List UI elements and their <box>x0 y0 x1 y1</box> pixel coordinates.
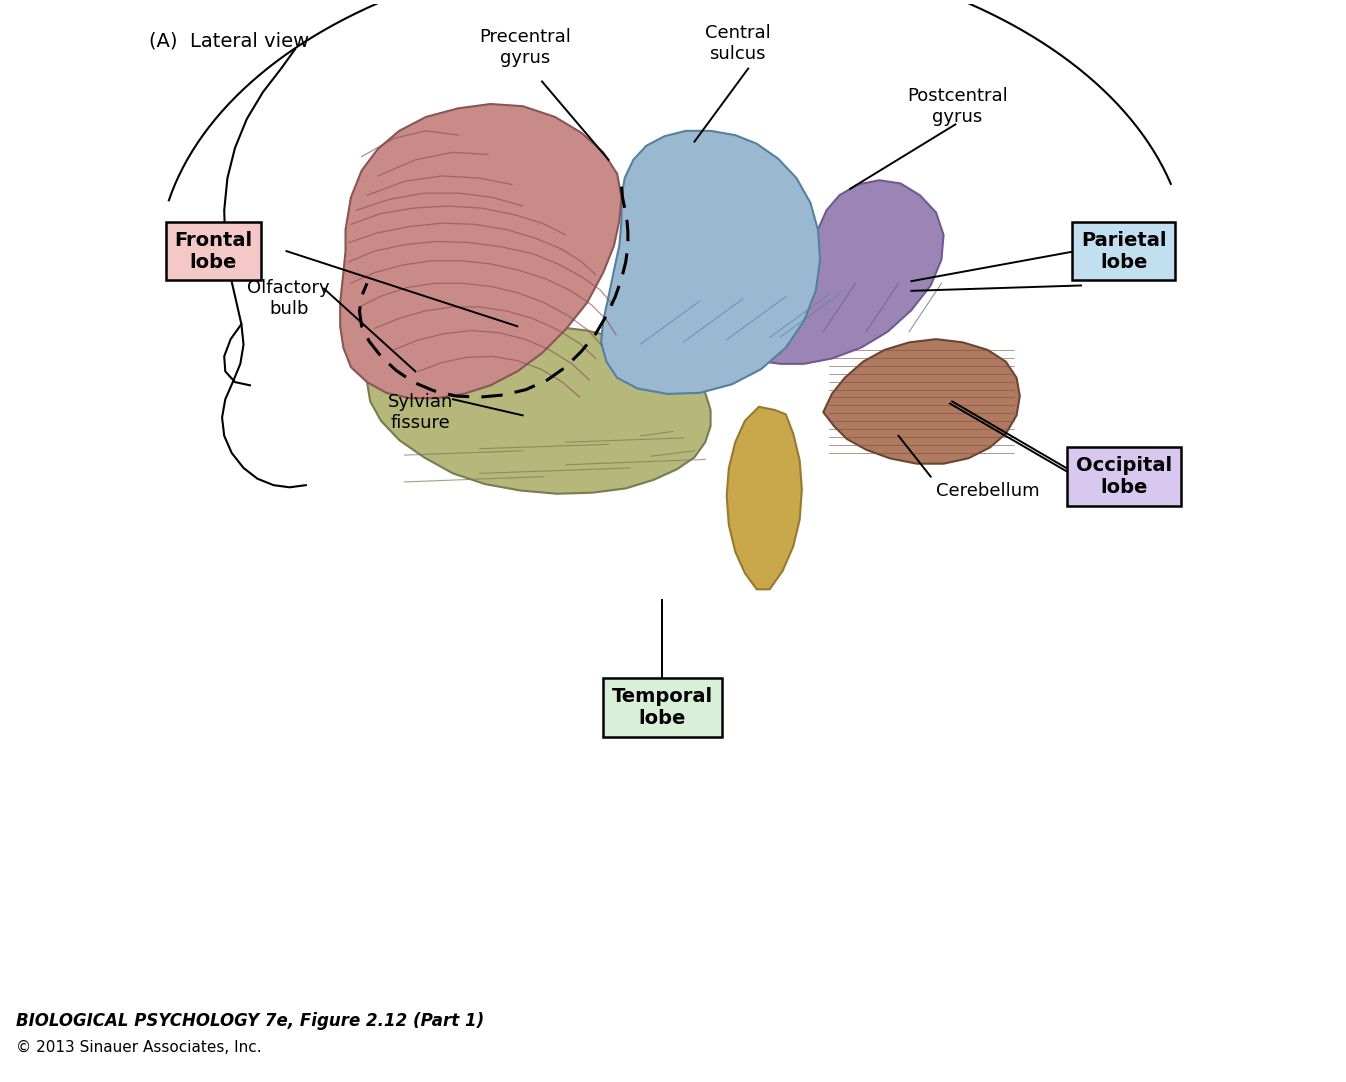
Text: Postcentral
gyrus: Postcentral gyrus <box>907 87 1008 126</box>
Text: BIOLOGICAL PSYCHOLOGY 7e, Figure 2.12 (Part 1): BIOLOGICAL PSYCHOLOGY 7e, Figure 2.12 (P… <box>16 1012 485 1030</box>
Text: Cerebellum: Cerebellum <box>935 481 1039 500</box>
Polygon shape <box>341 104 622 398</box>
Polygon shape <box>692 181 944 364</box>
Text: Occipital
lobe: Occipital lobe <box>1075 457 1172 497</box>
Polygon shape <box>367 327 711 493</box>
Text: (A)  Lateral view: (A) Lateral view <box>149 31 310 50</box>
Text: Olfactory
bulb: Olfactory bulb <box>248 279 330 318</box>
Text: Frontal
lobe: Frontal lobe <box>175 230 253 272</box>
Text: Parietal
lobe: Parietal lobe <box>1081 230 1167 272</box>
Text: Sylvian
fissure: Sylvian fissure <box>388 393 454 432</box>
Polygon shape <box>727 407 802 590</box>
Text: © 2013 Sinauer Associates, Inc.: © 2013 Sinauer Associates, Inc. <box>16 1040 261 1055</box>
Text: Precentral
gyrus: Precentral gyrus <box>479 28 571 66</box>
Text: Central
sulcus: Central sulcus <box>704 25 770 63</box>
Polygon shape <box>824 339 1020 464</box>
Polygon shape <box>602 131 820 394</box>
Text: Temporal
lobe: Temporal lobe <box>611 687 713 728</box>
